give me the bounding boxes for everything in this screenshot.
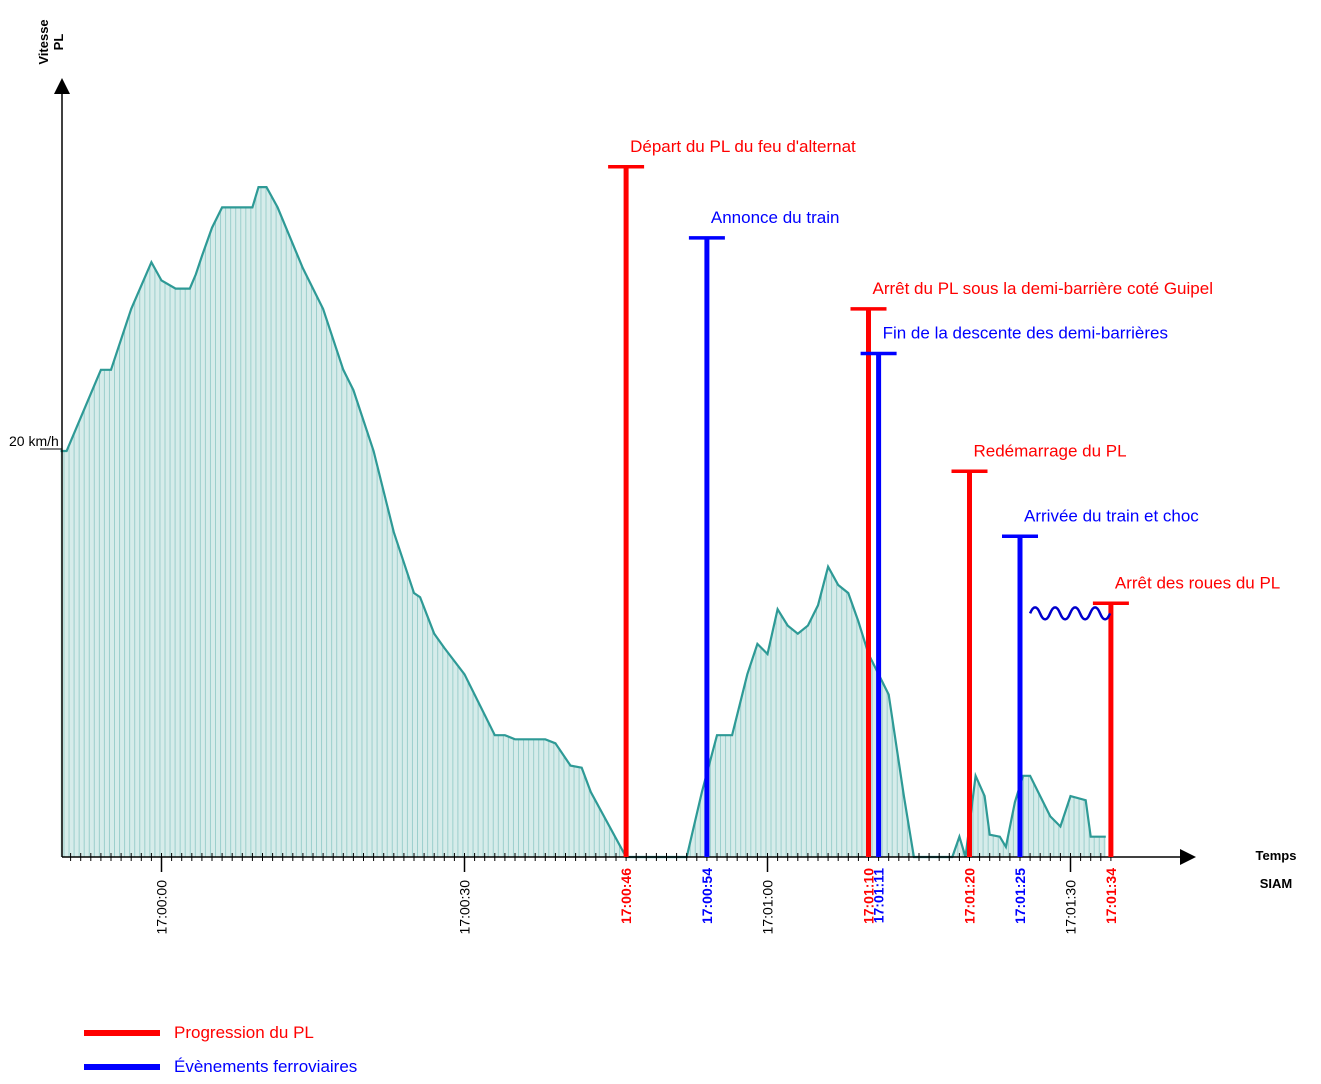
event-time-label: 17:00:54 (699, 868, 715, 924)
impact-wave-line (1028, 606, 1112, 621)
legend-swatch-rail (84, 1064, 160, 1070)
event-time-label: 17:01:34 (1103, 868, 1119, 924)
event-time-label: 17:01:11 (871, 868, 887, 923)
event-time-label: 17:01:20 (962, 868, 978, 924)
event-time-label: 17:01:10 (861, 868, 877, 924)
legend-item-pl: Progression du PL (84, 1016, 357, 1050)
event-time-label: 17:01:25 (1012, 868, 1028, 924)
axes: VitessePL Temps SIAM 20 km/h (9, 19, 1296, 891)
x-axis-title: Temps SIAM (1256, 848, 1297, 891)
tick-label: 17:00:00 (154, 880, 170, 935)
event-label: Arrêt du PL sous la demi-barrière coté G… (873, 279, 1213, 298)
tick-label: 17:01:30 (1063, 880, 1079, 935)
y-axis-arrow (54, 78, 70, 94)
event-markers: Départ du PL du feu d'alternat 17:00:46 An… (608, 137, 1280, 924)
impact-wave (1028, 606, 1112, 621)
x-axis-arrow (1180, 849, 1196, 865)
x-axis-ticks: 17:00:00 17:00:30 17:01:00 17:01:30 (70, 853, 1112, 935)
tick-label: 17:01:00 (760, 880, 776, 935)
tick-label: 17:00:30 (457, 880, 473, 935)
legend-label-pl: Progression du PL (174, 1023, 314, 1042)
legend-label-rail: Évènements ferroviaires (174, 1057, 358, 1076)
legend: Progression du PL Évènements ferroviaire… (84, 1016, 357, 1084)
event-time-label: 17:00:46 (618, 868, 634, 924)
event-label: Redémarrage du PL (974, 441, 1127, 460)
event-label: Arrêt des roues du PL (1115, 573, 1280, 592)
event-label: Départ du PL du feu d'alternat (630, 137, 856, 156)
event-label: Arrivée du train et choc (1024, 506, 1199, 525)
event-label: Annonce du train (711, 208, 840, 227)
event-label: Fin de la descente des demi-barrières (883, 324, 1168, 343)
legend-item-rail: Évènements ferroviaires (84, 1050, 357, 1084)
legend-swatch-pl (84, 1030, 160, 1036)
y-reference-label: 20 km/h (9, 433, 59, 449)
y-axis-title: VitessePL (36, 19, 66, 64)
